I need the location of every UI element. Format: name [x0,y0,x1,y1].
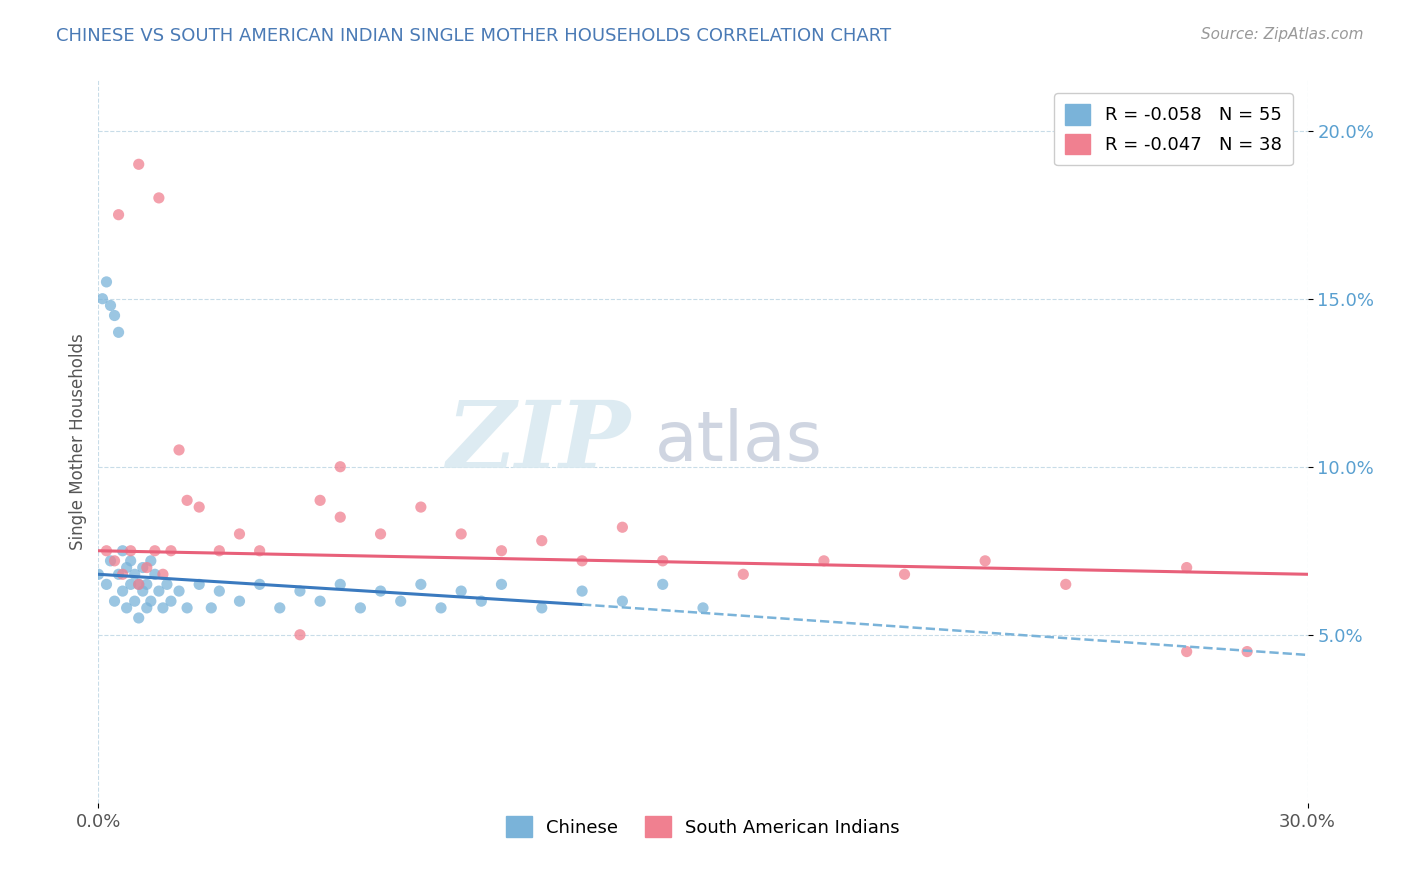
Point [128,577,150,591]
Point [530,600,553,615]
Point [143,543,166,558]
Point [491,577,513,591]
Point [128,577,150,591]
Point [409,577,432,591]
Point [132,560,155,574]
Point [120,577,142,591]
Point [329,459,352,474]
Point [309,493,332,508]
Point [1175,644,1198,658]
Point [249,577,271,591]
Point [100,298,122,312]
Point [139,554,162,568]
Point [148,191,170,205]
Point [208,543,231,558]
Point [103,309,125,323]
Point [167,584,190,599]
Point [96,543,118,558]
Point [100,554,122,568]
Point [269,600,291,615]
Point [91,292,114,306]
Point [974,554,997,568]
Point [651,577,673,591]
Point [370,527,392,541]
Point [128,611,150,625]
Point [530,533,553,548]
Point [188,500,211,514]
Point [124,567,146,582]
Point [200,600,222,615]
Point [309,594,332,608]
Point [349,600,371,615]
Point [188,577,211,591]
Point [450,527,472,541]
Point [115,600,138,615]
Point [107,326,129,340]
Point [167,442,190,457]
Legend: Chinese, South American Indians: Chinese, South American Indians [499,809,907,845]
Point [208,584,231,599]
Point [651,554,673,568]
Text: atlas: atlas [655,408,823,475]
Point [450,584,472,599]
Point [409,500,432,514]
Point [389,594,412,608]
Point [148,584,170,599]
Point [1175,560,1198,574]
Point [288,584,311,599]
Text: CHINESE VS SOUTH AMERICAN INDIAN SINGLE MOTHER HOUSEHOLDS CORRELATION CHART: CHINESE VS SOUTH AMERICAN INDIAN SINGLE … [56,27,891,45]
Y-axis label: Single Mother Households: Single Mother Households [69,334,87,549]
Point [111,567,134,582]
Point [96,275,118,289]
Text: ZIP: ZIP [446,397,630,486]
Point [132,584,155,599]
Point [152,567,174,582]
Point [176,600,198,615]
Point [87,567,110,582]
Point [156,577,179,591]
Point [430,600,453,615]
Point [491,543,513,558]
Point [329,577,352,591]
Point [571,584,593,599]
Point [228,594,250,608]
Point [103,554,125,568]
Point [228,527,250,541]
Point [135,577,157,591]
Point [107,567,129,582]
Point [124,594,146,608]
Point [111,584,134,599]
Point [893,567,915,582]
Point [96,577,118,591]
Point [1236,644,1258,658]
Point [612,594,634,608]
Point [135,600,157,615]
Point [103,594,125,608]
Point [1054,577,1077,591]
Point [120,554,142,568]
Point [288,628,311,642]
Point [813,554,835,568]
Point [128,157,150,171]
Point [370,584,392,599]
Point [160,543,183,558]
Point [120,543,142,558]
Point [160,594,183,608]
Point [176,493,198,508]
Point [115,560,138,574]
Text: Source: ZipAtlas.com: Source: ZipAtlas.com [1201,27,1364,42]
Point [249,543,271,558]
Point [139,594,162,608]
Point [152,600,174,615]
Point [692,600,714,615]
Point [733,567,755,582]
Point [135,560,157,574]
Point [571,554,593,568]
Point [329,510,352,524]
Point [111,543,134,558]
Point [107,208,129,222]
Point [143,567,166,582]
Point [612,520,634,534]
Point [470,594,492,608]
